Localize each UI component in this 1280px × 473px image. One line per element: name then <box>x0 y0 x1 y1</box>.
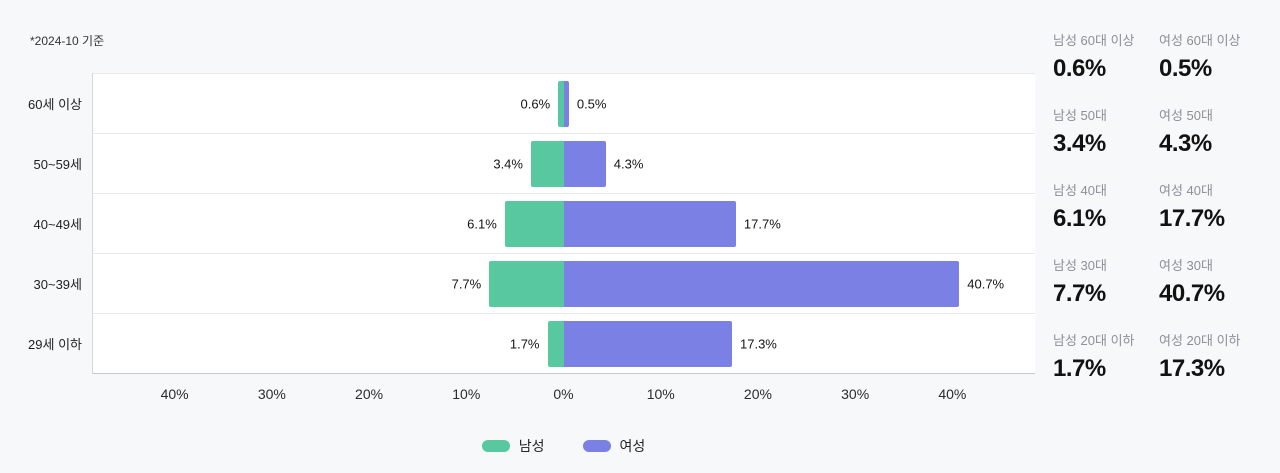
x-axis-tick-label: 20% <box>355 386 384 402</box>
plot-column: 0.6% 0.5% 3.4% 4.3% 6.1% 17.7% 7.7% 40.7% 1.7% 17… <box>92 73 1035 456</box>
stat-value: 17.7% <box>1159 205 1225 232</box>
stat-label: 남성 40대 <box>1053 183 1107 198</box>
male-bar[interactable] <box>530 140 564 187</box>
chart-row: 1.7% 17.3% <box>93 313 1035 373</box>
stat-label: 여성 20대 이하 <box>1159 333 1241 348</box>
chart-row: 6.1% 17.7% <box>93 193 1035 253</box>
plot-area: 0.6% 0.5% 3.4% 4.3% 6.1% 17.7% 7.7% 40.7% 1.7% 17… <box>92 73 1035 374</box>
legend-item[interactable]: 여성 <box>582 436 646 456</box>
x-axis-tick-label: 20% <box>743 386 772 402</box>
stat-row: 남성 20대 이하 1.7% 여성 20대 이하 17.3% <box>1053 330 1260 383</box>
stat-value: 4.3% <box>1159 130 1212 157</box>
x-axis-tick-label: 10% <box>452 386 481 402</box>
legend-swatch-icon <box>582 440 611 452</box>
x-axis-tick-label: 40% <box>938 386 967 402</box>
stat-label: 남성 50대 <box>1053 108 1107 123</box>
x-axis-tick-label: 0% <box>553 386 574 402</box>
x-axis-tick-label: 40% <box>160 386 189 402</box>
stat-label: 여성 30대 <box>1159 258 1213 273</box>
y-axis-label: 60세 이상 <box>28 96 82 112</box>
stat-female: 여성 30대 40.7% <box>1159 255 1225 308</box>
stat-value: 17.3% <box>1159 355 1225 382</box>
legend-label: 여성 <box>619 438 646 454</box>
legend-label: 남성 <box>518 438 545 454</box>
stat-value: 40.7% <box>1159 280 1225 307</box>
stat-male: 남성 60대 이상 0.6% <box>1053 30 1149 83</box>
stat-value: 1.7% <box>1053 355 1106 382</box>
stat-row: 남성 50대 3.4% 여성 50대 4.3% <box>1053 105 1260 158</box>
stat-female: 여성 20대 이하 17.3% <box>1159 330 1240 383</box>
stat-value: 7.7% <box>1053 280 1106 307</box>
reference-date-note: *2024-10 기준 <box>30 34 105 48</box>
stat-value: 6.1% <box>1053 205 1106 232</box>
y-axis-labels: 60세 이상 50~59세 40~49세 30~39세 29세 이하 <box>20 73 92 456</box>
chart-row: 0.6% 0.5% <box>93 73 1035 133</box>
stat-female: 여성 50대 4.3% <box>1159 105 1213 158</box>
y-axis-label: 29세 이하 <box>28 336 82 352</box>
stat-label: 여성 50대 <box>1159 108 1213 123</box>
stat-value: 0.6% <box>1053 55 1106 82</box>
male-value-label: 1.7% <box>509 336 540 351</box>
female-bar[interactable] <box>564 140 606 187</box>
male-bar[interactable] <box>504 200 564 247</box>
stat-male: 남성 40대 6.1% <box>1053 180 1149 233</box>
stats-panel: 남성 60대 이상 0.6% 여성 60대 이상 0.5% 남성 50대 3.4% 여성 5… <box>1035 0 1260 473</box>
stat-male: 남성 20대 이하 1.7% <box>1053 330 1149 383</box>
gender-age-distribution-chart: *2024-10 기준 60세 이상 50~59세 40~49세 30~39세 29세 … <box>20 34 1035 456</box>
stat-row: 남성 40대 6.1% 여성 40대 17.7% <box>1053 180 1260 233</box>
female-bar[interactable] <box>564 320 732 367</box>
x-axis: 40% 30% 20% 10% 0% 10% 20% 30% 40% <box>92 374 1035 418</box>
female-bar[interactable] <box>564 200 736 247</box>
stat-label: 남성 60대 이상 <box>1053 33 1135 48</box>
stat-label: 여성 40대 <box>1159 183 1213 198</box>
male-bar[interactable] <box>547 320 564 367</box>
female-value-label: 0.5% <box>576 96 607 111</box>
female-value-label: 40.7% <box>967 276 1005 291</box>
stat-value: 3.4% <box>1053 130 1106 157</box>
male-value-label: 7.7% <box>451 276 482 291</box>
legend-swatch-icon <box>481 440 510 452</box>
stat-value: 0.5% <box>1159 55 1212 82</box>
stat-row: 남성 60대 이상 0.6% 여성 60대 이상 0.5% <box>1053 30 1260 83</box>
stat-label: 남성 30대 <box>1053 258 1107 273</box>
stat-female: 여성 40대 17.7% <box>1159 180 1225 233</box>
stat-row: 남성 30대 7.7% 여성 30대 40.7% <box>1053 255 1260 308</box>
stat-female: 여성 60대 이상 0.5% <box>1159 30 1240 83</box>
stat-male: 남성 30대 7.7% <box>1053 255 1149 308</box>
male-value-label: 6.1% <box>467 216 497 231</box>
female-bar[interactable] <box>564 260 960 307</box>
male-value-label: 0.6% <box>520 96 551 111</box>
x-axis-tick-label: 10% <box>646 386 675 402</box>
chart-body: 60세 이상 50~59세 40~49세 30~39세 29세 이하 0.6% 0.5% 3… <box>20 73 1035 456</box>
stat-label: 남성 20대 이하 <box>1053 333 1135 348</box>
legend-item[interactable]: 남성 <box>481 436 545 456</box>
x-axis-tick-label: 30% <box>841 386 870 402</box>
y-axis-label: 40~49세 <box>33 216 82 232</box>
chart-row: 7.7% 40.7% <box>93 253 1035 313</box>
chart-row: 3.4% 4.3% <box>93 133 1035 193</box>
male-bar[interactable] <box>489 260 564 307</box>
y-axis-label: 50~59세 <box>33 156 82 172</box>
x-axis-tick-label: 30% <box>257 386 286 402</box>
female-bar[interactable] <box>564 80 569 127</box>
female-value-label: 4.3% <box>613 156 644 171</box>
stat-label: 여성 60대 이상 <box>1159 33 1241 48</box>
female-value-label: 17.3% <box>740 336 777 351</box>
stat-male: 남성 50대 3.4% <box>1053 105 1149 158</box>
legend: 남성 여성 <box>92 436 1035 456</box>
male-bar[interactable] <box>558 80 564 127</box>
y-axis-label: 30~39세 <box>33 276 82 292</box>
female-value-label: 17.7% <box>743 216 781 231</box>
male-value-label: 3.4% <box>493 156 523 171</box>
